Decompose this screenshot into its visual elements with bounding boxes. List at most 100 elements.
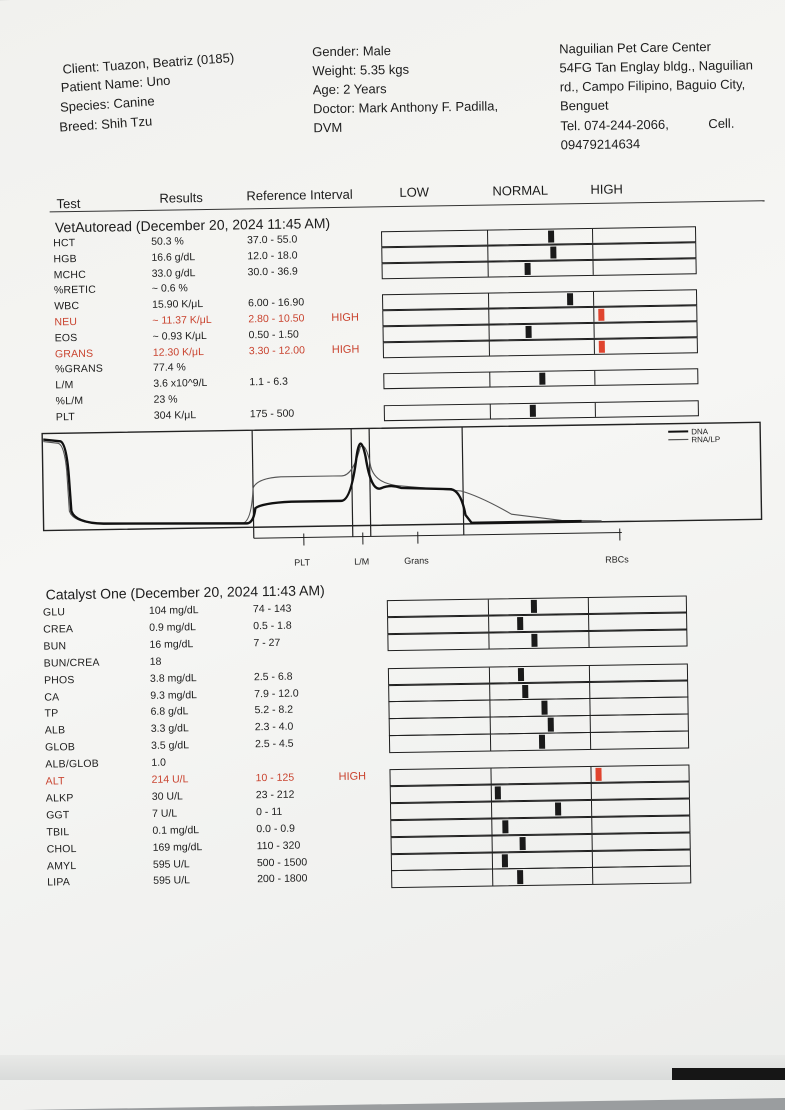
range-divider [487, 246, 488, 260]
range-divider [488, 310, 489, 324]
range-divider [490, 735, 491, 750]
gate-label-grans: Grans [404, 556, 429, 566]
range-marker-eos [525, 326, 531, 338]
range-divider [491, 819, 492, 834]
range-divider [491, 802, 492, 817]
result-value-bun: 16 mg/dL [149, 638, 193, 651]
reference-interval-wbc: 6.00 - 16.90 [248, 297, 304, 310]
range-divider [592, 260, 593, 274]
gate-label-rbcs: RBCs [605, 554, 629, 564]
hematology-histogram: DNA RNA/LP PLT L/M Grans RBCs [40, 420, 772, 581]
paper-shadow [0, 1055, 785, 1080]
result-value-glu: 104 mg/dL [149, 604, 199, 617]
test-name-glu: GLU [43, 606, 65, 618]
range-bar-bun [387, 629, 687, 651]
clinic-cell-label: Cell. [708, 115, 734, 133]
col-results: Results [159, 190, 203, 206]
range-marker-amyl [502, 854, 508, 867]
col-high: HIGH [590, 181, 623, 197]
range-marker-alkp [495, 786, 501, 799]
flag-neu: HIGH [331, 312, 359, 324]
test-name-glob: GLOB [45, 741, 75, 753]
flag-grans: HIGH [332, 343, 360, 355]
result-value-crea: 0.9 mg/dL [149, 621, 196, 634]
range-marker-ca [522, 684, 528, 697]
range-marker-bun [531, 634, 537, 647]
clinic-name: Naguilian Pet Care Center [559, 38, 711, 58]
test-name-lipa: LIPA [47, 877, 70, 889]
result-value-ca: 9.3 mg/dL [150, 689, 197, 702]
gate-line-1 [252, 430, 254, 538]
range-divider [489, 667, 490, 682]
reference-interval-eos: 0.50 - 1.50 [249, 328, 299, 341]
dna-curve [43, 431, 581, 529]
range-marker-hgb [550, 246, 556, 258]
result-value-hct: 50.3 % [151, 235, 184, 248]
result-value-alkp: 30 U/L [152, 790, 183, 802]
reference-interval-alb: 2.3 - 4.0 [255, 721, 294, 734]
test-name-grans: GRANS [55, 347, 94, 360]
histogram-frame [42, 422, 761, 530]
range-marker-crea [517, 617, 523, 630]
test-name-eos: EOS [55, 332, 78, 344]
range-marker-tp [541, 701, 547, 714]
range-divider [589, 666, 590, 681]
legend-rnalp-label: RNA/LP [691, 435, 720, 444]
test-name-alb: ALB [45, 725, 66, 737]
range-divider [591, 818, 592, 833]
reference-interval-alkp: 23 - 212 [256, 789, 295, 802]
range-divider [489, 373, 490, 387]
range-divider [592, 835, 593, 850]
range-divider [592, 229, 593, 243]
gate-label-lm: L/M [354, 556, 369, 566]
result-value-alb-glob: 1.0 [151, 757, 166, 769]
test-name-tp: TP [44, 708, 58, 720]
reference-interval-tbil: 0.0 - 0.9 [256, 822, 295, 835]
flag-alt: HIGH [338, 771, 366, 783]
result-value-grans: 12.30 K/μL [153, 346, 204, 359]
test-name-neu: NEU [54, 316, 77, 328]
result-value-chol: 169 mg/dL [153, 841, 203, 854]
result-value-alb: 3.3 g/dL [151, 723, 189, 736]
test-name-wbc: WBC [54, 300, 79, 312]
range-marker-neu [599, 309, 605, 321]
test-name-ggt: GGT [46, 809, 70, 821]
section-title-catalyst: Catalyst One (December 20, 2024 11:43 AM… [46, 582, 325, 602]
range-marker-plt [530, 405, 536, 417]
result-value-wbc: 15.90 K/μL [152, 298, 203, 311]
result-value-ggt: 7 U/L [152, 807, 177, 819]
test-name-bun: BUN [43, 640, 66, 652]
range-divider [593, 324, 594, 338]
histogram-svg: DNA RNA/LP PLT L/M Grans RBCs [40, 420, 772, 581]
reference-interval-hgb: 12.0 - 18.0 [247, 249, 297, 262]
reference-interval-ggt: 0 - 11 [256, 806, 282, 818]
header-rule [50, 200, 765, 212]
reference-interval-phos: 2.5 - 6.8 [254, 670, 293, 683]
clinic-address-2: rd., Campo Filipino, Baguio City, [560, 75, 746, 96]
logo-mark [672, 1068, 785, 1080]
weight-line: Weight: 5.35 kgs [312, 61, 409, 81]
reference-interval-mchc: 30.0 - 36.9 [248, 265, 298, 278]
doctor-line: Doctor: Mark Anthony F. Padilla, [313, 97, 498, 118]
result-value-mchc: 33.0 g/dL [152, 267, 196, 280]
range-divider [588, 632, 589, 647]
result-value-bun-crea: 18 [150, 655, 162, 667]
result-value--grans: 77.4 % [153, 362, 186, 375]
range-divider [588, 598, 589, 613]
doctor-title: DVM [313, 119, 342, 137]
test-name-tbil: TBIL [46, 826, 69, 838]
range-marker-alt [595, 768, 601, 781]
test-name-ca: CA [44, 691, 59, 703]
gate-line-4 [462, 427, 464, 535]
range-marker-ggt [555, 802, 561, 815]
range-divider [588, 615, 589, 630]
result-value-plt: 304 K/μL [154, 409, 196, 422]
test-name-alt: ALT [46, 775, 65, 787]
range-divider [490, 718, 491, 733]
test-name-alb-glob: ALB/GLOB [45, 758, 99, 771]
range-bar-l-m [383, 368, 698, 389]
range-divider [488, 262, 489, 276]
range-marker-l-m [540, 373, 546, 385]
result-value-lipa: 595 U/L [153, 875, 190, 888]
range-divider [488, 325, 489, 339]
